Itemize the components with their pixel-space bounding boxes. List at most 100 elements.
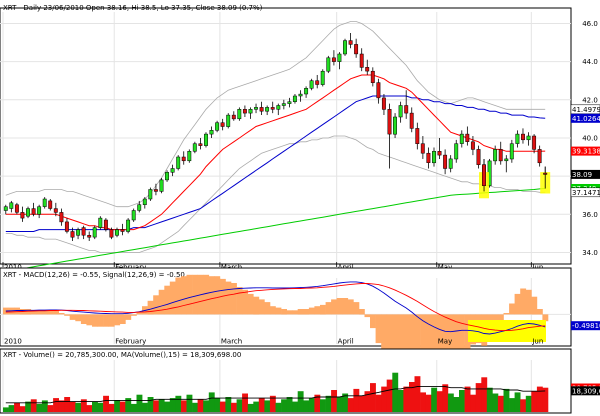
volume-bar [269, 395, 276, 412]
macd-x-tick-label: March [221, 338, 242, 346]
macd-histogram-bar [247, 293, 254, 315]
macd-histogram-bar [208, 276, 215, 315]
macd-histogram-bar [80, 314, 87, 324]
candle-body [437, 151, 442, 156]
macd-x-tick-label: Jun [531, 338, 543, 346]
macd-histogram-bar [47, 310, 54, 315]
candle-body [148, 189, 153, 200]
macd-histogram-bar [253, 296, 260, 315]
macd-histogram-bar [125, 314, 132, 320]
candle-body [276, 105, 281, 110]
candle-body [9, 202, 14, 209]
volume-bar [331, 390, 337, 412]
macd-histogram-bar [336, 298, 343, 315]
macd-x-axis: 2010 February March April May Jun [4, 338, 543, 346]
candle-body [131, 210, 136, 221]
volume-bar [142, 402, 148, 412]
volume-bar [225, 397, 232, 412]
candle-body [265, 107, 270, 112]
macd-x-tick-label: April [338, 338, 354, 346]
price-panel [0, 7, 572, 265]
macd-histogram-bar [186, 274, 193, 315]
macd-histogram-bar [392, 314, 399, 382]
macd-histogram-bar [353, 302, 360, 315]
candle-body [98, 217, 103, 228]
volume-bar [514, 392, 521, 412]
macd-lines [5, 281, 546, 335]
volume-bar [447, 393, 454, 412]
price-value-tag [570, 187, 600, 198]
macd-histogram-bar [86, 314, 93, 326]
macd-histogram-bar [297, 309, 304, 315]
macd-histogram-bar [314, 306, 321, 315]
candle-body [254, 107, 258, 110]
price-y-tick-label: 46.0 [582, 20, 598, 28]
volume-bar [503, 388, 510, 412]
macd-histogram-bar [219, 278, 226, 315]
macd-histogram-bar [264, 302, 271, 315]
price-y-tick-label: 36.0 [582, 211, 598, 219]
moving-average-line [5, 188, 546, 272]
candle-body [331, 57, 336, 62]
candle-body [393, 116, 397, 135]
candle-body [70, 231, 75, 238]
volume-bar [30, 399, 37, 412]
macd-histogram-bar [258, 299, 265, 315]
macd-value-tag-label: -0.498105 [572, 322, 600, 330]
volume-bar [436, 391, 443, 412]
macd-histogram-bar [281, 309, 287, 315]
candle-body [470, 141, 475, 150]
candle-body [493, 149, 498, 162]
price-gridlines [0, 12, 571, 262]
volume-bar [481, 377, 488, 412]
candle-body [504, 158, 509, 162]
candle-body [270, 107, 275, 110]
candle-body [198, 143, 203, 146]
candle-body [292, 95, 297, 102]
macd-histogram-bar [242, 289, 248, 315]
volume-bar [336, 397, 343, 412]
candle-body [165, 172, 169, 181]
candle-body [298, 93, 303, 97]
candle-body [109, 229, 114, 238]
candle-body [237, 109, 242, 120]
candle-body [409, 112, 414, 129]
macd-value-tags: -0.498105 [571, 321, 600, 331]
candle-body [87, 235, 92, 238]
macd-histogram-bar [30, 310, 37, 315]
volume-bar [41, 400, 48, 412]
macd-histogram-bar [136, 311, 143, 315]
volume-bar [58, 400, 65, 412]
macd-histogram-bar [275, 307, 282, 315]
bollinger-band-line [5, 135, 546, 253]
volume-bar [242, 393, 248, 412]
volume-bar [397, 390, 404, 412]
volume-bar [75, 402, 82, 412]
candle-body [465, 133, 470, 142]
macd-histogram-bar [331, 299, 337, 315]
volume-bar [475, 383, 482, 412]
volume-bar [108, 403, 115, 412]
candle-body [515, 133, 520, 144]
volume-bar [147, 397, 154, 412]
macd-histogram-bar [520, 288, 527, 315]
volume-bar [8, 405, 15, 412]
macd-title: XRT - MACD(12,26) = -0.55, Signal(12,26,… [3, 271, 185, 279]
volume-bar [247, 403, 254, 412]
volume-bar [320, 399, 326, 412]
macd-line [5, 281, 546, 335]
volume-bar [414, 376, 421, 412]
macd-histogram-bar [286, 310, 293, 315]
macd-histogram-bar [192, 274, 198, 315]
candle-body [315, 80, 320, 85]
macd-histogram-bar [14, 307, 20, 315]
price-y-tick-label: 40.0 [582, 135, 598, 143]
candle-body [337, 53, 342, 62]
candle-body [287, 101, 292, 104]
candle-body [242, 109, 247, 114]
volume-ma-line [5, 386, 546, 404]
macd-histogram-bar [75, 314, 82, 322]
volume-bar [203, 400, 210, 412]
candle-body [404, 105, 409, 114]
candle-body [448, 158, 453, 169]
